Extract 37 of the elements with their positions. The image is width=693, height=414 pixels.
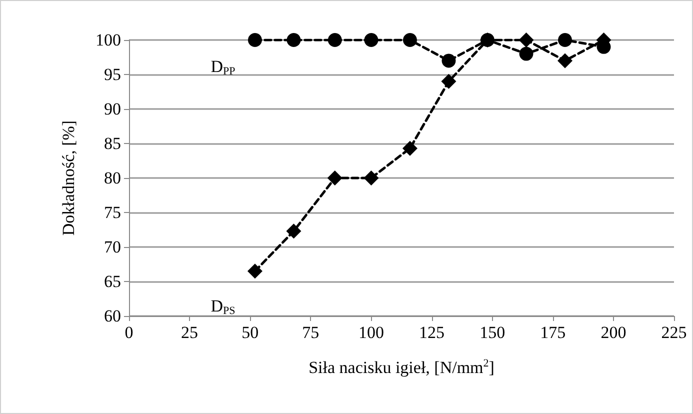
point (286, 224, 302, 239)
point (364, 33, 378, 47)
point (402, 140, 418, 156)
y-tick-label: 75 (104, 203, 121, 222)
point (519, 46, 534, 61)
point (247, 264, 262, 279)
y-tick-label: 85 (104, 134, 121, 153)
point (480, 33, 494, 47)
x-tick-label: 25 (181, 323, 198, 342)
y-tick-label: 60 (104, 306, 121, 326)
y-axis-title: Dokładność, [%] (59, 120, 78, 236)
y-tick-label: 80 (104, 168, 121, 188)
x-tick-label: 0 (124, 323, 134, 342)
point (248, 33, 262, 47)
point (441, 74, 456, 89)
x-tick-label: 200 (600, 323, 626, 342)
y-tick-label: 65 (104, 272, 121, 291)
y-tick-label: 70 (104, 238, 121, 256)
x-tick-label: 150 (480, 323, 506, 342)
point (558, 53, 572, 68)
x-tick-label: 175 (540, 323, 566, 342)
point (442, 54, 456, 68)
y-tick-label: 95 (104, 65, 121, 84)
x-tick-label: 225 (661, 323, 687, 342)
point (558, 33, 572, 47)
point (286, 33, 301, 47)
y-tick-label: 90 (104, 100, 121, 118)
x-tick-label: 75 (302, 323, 320, 342)
x-tick-label: 100 (358, 323, 384, 342)
x-tick-label: 50 (242, 323, 259, 342)
point (328, 33, 342, 47)
point (402, 33, 417, 47)
y-tick-label: 100 (96, 30, 121, 50)
point (518, 32, 534, 48)
x-tick-label: 125 (419, 323, 445, 342)
point (364, 170, 379, 186)
point (327, 170, 342, 186)
